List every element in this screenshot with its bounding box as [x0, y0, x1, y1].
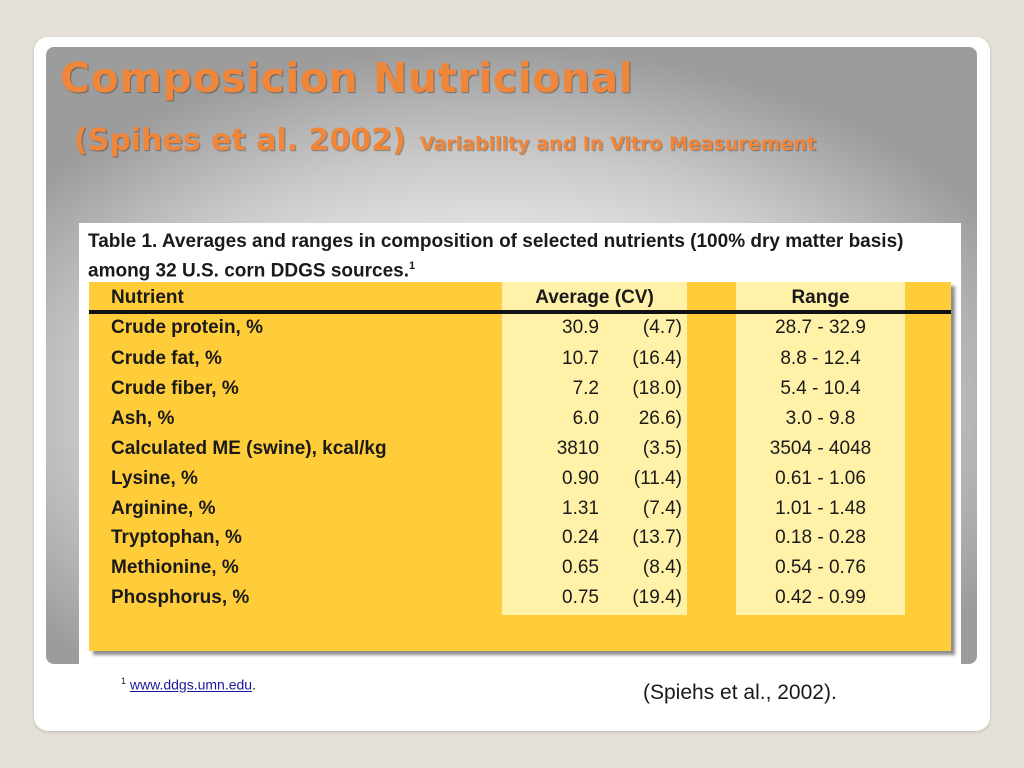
table-caption-text: Table 1. Averages and ranges in composit… [88, 231, 904, 282]
cv-cell: (8.4) [642, 557, 682, 578]
footnote: 1 www.ddgs.umn.edu. [121, 676, 256, 693]
header-nutrient: Nutrient [111, 287, 184, 308]
table-row: Calculated ME (swine), kcal/kg 3810 (3.5) 3… [89, 438, 951, 464]
table-caption: Table 1. Averages and ranges in composit… [88, 230, 948, 283]
cv-cell: (11.4) [633, 468, 682, 489]
cv-cell: (13.7) [632, 527, 682, 548]
cv-cell: 26.6) [638, 408, 682, 429]
footnote-mark: 1 [121, 676, 127, 686]
average-cell: 0.90 [562, 468, 599, 489]
table-row: Methionine, % 0.65 (8.4) 0.54 - 0.76 [89, 557, 951, 583]
average-cell: 7.2 [572, 378, 599, 399]
cv-cell: (7.4) [642, 498, 682, 519]
table-figure: Table 1. Averages and ranges in composit… [79, 223, 961, 664]
nutrient-cell: Arginine, % [111, 498, 216, 519]
footnote-link[interactable]: www.ddgs.umn.edu [129, 676, 253, 693]
nutrient-cell: Lysine, % [111, 468, 198, 489]
range-cell: 0.42 - 0.99 [775, 587, 866, 608]
nutrient-cell: Crude protein, % [111, 317, 264, 338]
range-cell: 0.18 - 0.28 [775, 527, 866, 548]
table-row: Arginine, % 1.31 (7.4) 1.01 - 1.48 [89, 498, 951, 524]
subtitle-citation: (Spihes et al. 2002) [74, 123, 406, 158]
range-cell: 1.01 - 1.48 [775, 498, 866, 519]
cv-cell: (19.4) [632, 587, 682, 608]
table-row: Phosphorus, % 0.75 (19.4) 0.42 - 0.99 [89, 587, 951, 613]
header-rule [89, 310, 951, 314]
nutrient-table: Nutrient Average (CV) Range Crude protei… [89, 282, 951, 651]
range-column-band [736, 282, 905, 615]
slide-subtitle: (Spihes et al. 2002) Variability and In V… [74, 123, 816, 158]
average-cell: 30.9 [562, 317, 599, 338]
slide-title: Composicion Nutricional [60, 54, 634, 102]
average-cell: 10.7 [562, 348, 599, 369]
nutrient-cell: Ash, % [111, 408, 175, 429]
nutrient-cell: Tryptophan, % [111, 527, 242, 548]
source-citation: (Spiehs et al., 2002). [643, 681, 837, 704]
average-cell: 0.24 [562, 527, 599, 548]
average-cell: 6.0 [572, 408, 599, 429]
range-cell: 8.8 - 12.4 [780, 348, 861, 369]
table-row: Lysine, % 0.90 (11.4) 0.61 - 1.06 [89, 468, 951, 494]
nutrient-cell: Methionine, % [111, 557, 239, 578]
average-cell: 0.75 [562, 587, 599, 608]
cv-cell: (4.7) [642, 317, 682, 338]
range-cell: 0.54 - 0.76 [775, 557, 866, 578]
cv-cell: (18.0) [632, 378, 682, 399]
range-cell: 3.0 - 9.8 [785, 408, 856, 429]
nutrient-cell: Crude fat, % [111, 348, 222, 369]
table-row: Crude fat, % 10.7 (16.4) 8.8 - 12.4 [89, 348, 951, 374]
header-average: Average (CV) [535, 287, 654, 308]
range-cell: 0.61 - 1.06 [775, 468, 866, 489]
header-range: Range [791, 287, 850, 308]
average-cell: 0.65 [562, 557, 599, 578]
cv-cell: (16.4) [632, 348, 682, 369]
nutrient-cell: Phosphorus, % [111, 587, 250, 608]
cv-cell: (3.5) [642, 438, 682, 459]
average-column-band [502, 282, 687, 615]
range-cell: 3504 - 4048 [769, 438, 872, 459]
average-cell: 1.31 [562, 498, 599, 519]
table-row: Tryptophan, % 0.24 (13.7) 0.18 - 0.28 [89, 527, 951, 553]
range-cell: 28.7 - 32.9 [775, 317, 866, 338]
table-row: Crude protein, % 30.9 (4.7) 28.7 - 32.9 [89, 317, 951, 343]
range-cell: 5.4 - 10.4 [780, 378, 861, 399]
nutrient-cell: Crude fiber, % [111, 378, 239, 399]
footnote-period: . [252, 676, 256, 693]
nutrient-cell: Calculated ME (swine), kcal/kg [111, 438, 387, 459]
subtitle-text: Variability and In Vitro Measurement [419, 133, 816, 155]
average-cell: 3810 [556, 438, 599, 459]
caption-footnote-mark: 1 [408, 260, 416, 272]
table-row: Crude fiber, % 7.2 (18.0) 5.4 - 10.4 [89, 378, 951, 404]
table-row: Ash, % 6.0 26.6) 3.0 - 9.8 [89, 408, 951, 434]
